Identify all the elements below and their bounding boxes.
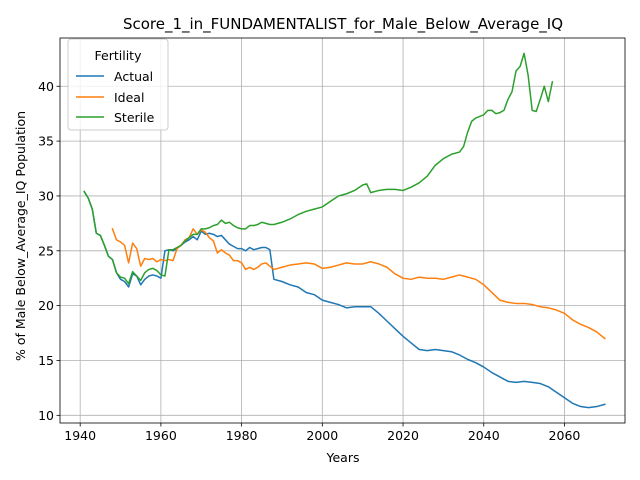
- y-tick-label: 15: [38, 353, 54, 368]
- x-tick-label: 2060: [549, 428, 581, 443]
- y-tick-label: 30: [38, 188, 54, 203]
- series-line-sterile: [83, 52, 554, 285]
- legend-label-ideal: Ideal: [114, 90, 144, 105]
- series-line-actual: [83, 190, 606, 409]
- legend-label-actual: Actual: [114, 69, 153, 84]
- x-tick-label: 1980: [226, 428, 258, 443]
- axis-ticks: 1940 1960 1980 2000 2020 2040 2060 10 15 20 25 30 35…: [38, 79, 580, 443]
- x-tick-label: 2000: [306, 428, 338, 443]
- y-tick-label: 25: [38, 243, 54, 258]
- chart-title: Score_1_in_FUNDAMENTALIST_for_Male_Below…: [123, 15, 563, 34]
- legend-box: [67, 38, 169, 131]
- legend-entry-actual: Actual: [76, 69, 153, 84]
- x-tick-label: 1960: [145, 428, 177, 443]
- legend-entry-ideal: Ideal: [76, 90, 144, 105]
- legend-entry-sterile: Sterile: [76, 110, 155, 125]
- y-tick-label: 10: [38, 408, 54, 423]
- y-tick-label: 40: [38, 79, 54, 94]
- x-tick-label: 2040: [468, 428, 500, 443]
- legend-label-sterile: Sterile: [114, 110, 155, 125]
- legend-title: Fertility: [95, 48, 143, 63]
- series-layer: [83, 52, 606, 409]
- plot-frame: [59, 37, 626, 424]
- y-axis-label: % of Male Below_Average_IQ Population: [13, 111, 28, 361]
- x-tick-label: 1940: [64, 428, 96, 443]
- x-tick-label: 2020: [387, 428, 419, 443]
- y-tick-label: 35: [38, 134, 54, 149]
- x-axis-label: Years: [326, 450, 360, 465]
- legend: Fertility Actual Ideal Sterile: [67, 38, 169, 131]
- y-tick-label: 20: [38, 298, 54, 313]
